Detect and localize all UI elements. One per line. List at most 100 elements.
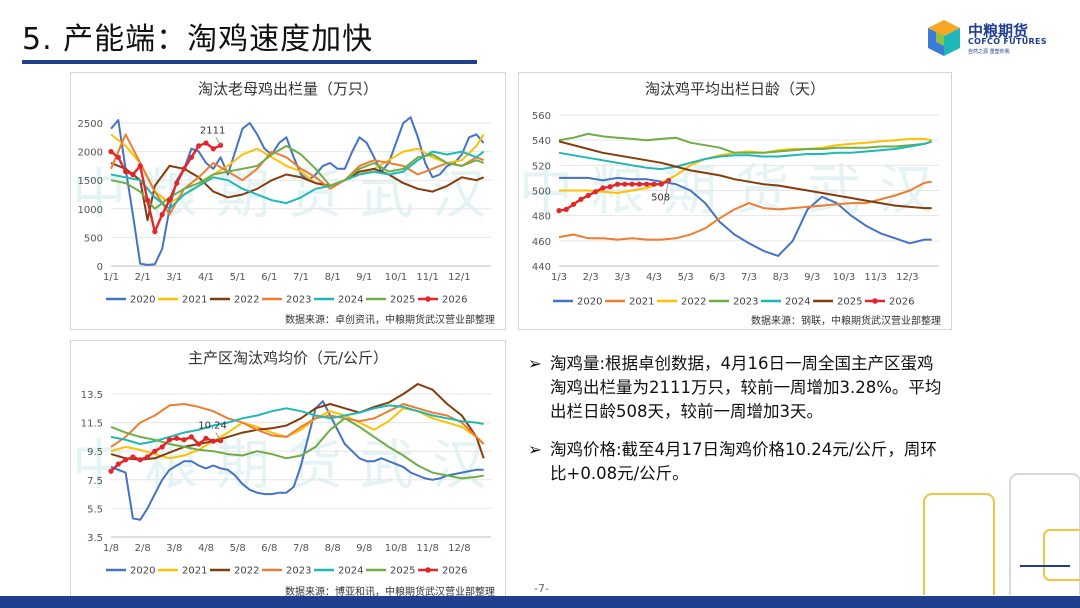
series-point-2026 [571,201,577,207]
series-point-2026 [556,208,562,214]
y-tick-label: 5.5 [87,504,103,515]
y-tick-label: 1500 [78,176,103,187]
culling-age-chart: 淘汰鸡平均出栏日龄（天）中粮期货武汉4404604805005205405601… [519,80,941,327]
series-point-2026 [123,169,129,175]
series-line-2023 [110,133,485,216]
legend-marker [425,567,431,573]
annotation-leader [663,180,670,205]
y-tick-label: 520 [532,161,551,172]
series-point-2026 [137,163,143,169]
series-point-2026 [203,140,209,146]
bullet-price: ➢ 淘鸡价格:截至4月17日淘鸡价格10.24元/公斤，周环比+0.08元/公斤… [528,438,948,486]
legend-label: 2021 [182,566,207,577]
series-point-2026 [629,181,635,187]
arrow-bullet-icon: ➢ [528,354,542,373]
series-point-2026 [130,171,136,178]
series-line-2020 [559,176,932,257]
legend-label: 2020 [577,297,602,308]
legend-label: 2024 [338,295,363,306]
chart-panel-culled-price: 主产区淘汰鸡均价（元/公斤） 中粮期货武汉 3.5 5.5 7.5 9.5 11.5 13.5… [70,340,506,604]
bullet-text: 淘鸡价格:截至4月17日淘鸡价格10.24元/公斤，周环比+0.08元/公斤。 [550,440,937,483]
slide-title: 5. 产能端：淘鸡速度加快 [22,22,374,57]
y-tick-label: 500 [84,233,103,244]
legend-label: 2021 [182,295,207,306]
legend-marker [425,296,431,302]
series-point-2026 [600,185,606,191]
y-tick-label: 440 [532,262,551,273]
series-line-2026 [558,179,670,212]
series-line-2025 [110,417,484,480]
x-tick-label: 8/3 [773,272,789,283]
y-tick-label: 460 [532,237,551,248]
x-tick-label: 4/8 [198,543,214,554]
x-tick-label: 7/1 [293,272,309,283]
series-point-2026 [644,181,650,187]
x-tick-label: 1/3 [551,272,567,283]
series-point-2026 [174,180,180,186]
series-point-2026 [108,149,114,155]
legend-label: 2024 [338,566,363,577]
x-tick-label: 7/8 [293,543,309,554]
x-tick-label: 12/8 [448,543,470,554]
series-line-2024 [558,140,933,171]
culled-volume-chart: 淘汰老母鸡出栏量（万只） 中粮期货武汉 0 500 1000 1500 2000 2500 1/… [72,80,504,326]
chart-title: 淘汰老母鸡出栏量（万只） [198,80,378,98]
arrow-bullet-icon: ➢ [528,440,542,459]
y-tick-label: 1000 [78,205,103,216]
series-line-2021 [558,180,932,241]
legend-label: 2022 [234,566,259,577]
legend-label: 2025 [837,297,862,308]
culled-price-chart: 主产区淘汰鸡均价（元/公斤）中粮期货武汉3.55.57.59.511.513.5… [72,349,495,598]
y-tick-label: 7.5 [87,476,103,487]
annotation-leader [215,137,221,146]
x-tick-label: 6/1 [261,272,277,283]
series-point-2026 [152,448,158,454]
logo-slogan: 自然之源 重塑你我 [968,49,1010,55]
annotation-label: 508 [651,192,670,203]
legend-label: 2025 [390,295,415,306]
series-point-2026 [108,468,114,474]
series-point-2026 [159,211,165,218]
legend-label: 2021 [629,297,654,308]
series-point-2026 [144,454,151,460]
legend-label: 2020 [130,295,155,306]
bullet-text: 淘鸡量:根据卓创数据，4月16日一周全国主产区蛋鸡淘鸡出栏量为2111万只，较前… [550,354,942,421]
x-tick-label: 2/8 [135,543,151,554]
series-point-2026 [123,457,129,463]
x-tick-label: 4/1 [198,272,214,283]
legend-label: 2023 [286,566,311,577]
series-point-2026 [585,192,591,199]
x-tick-label: 9/8 [356,543,372,554]
x-tick-label: 2/1 [135,272,151,283]
series-point-2026 [152,229,158,235]
chart-source: 数据来源：钢联，中粮期货武汉营业部整理 [751,314,941,327]
chart-watermark: 中粮期货武汉 [72,163,504,226]
series-point-2026 [622,181,628,187]
footer-bar [0,596,1080,608]
series-point-2026 [166,437,173,443]
legend-label: 2022 [681,297,706,308]
y-tick-label: 9.5 [87,447,103,458]
x-tick-label: 8/1 [325,272,341,283]
series-point-2026 [166,197,173,203]
series-point-2026 [130,454,136,460]
x-tick-label: 3/1 [166,272,182,283]
x-tick-label: 11/1 [416,272,438,283]
series-line-2025 [558,140,932,210]
series-line-2020 [110,400,484,521]
x-tick-label: 3/3 [614,272,630,283]
y-tick-label: 540 [532,136,551,147]
x-tick-label: 10/8 [385,543,407,554]
page-number: -7- [534,582,549,595]
series-point-2026 [614,181,621,187]
series-point-2026 [181,437,187,443]
series-point-2026 [210,146,216,152]
x-tick-label: 3/8 [166,543,182,554]
legend-label: 2020 [130,566,155,577]
chart-panel-culled-volume: 淘汰老母鸡出栏量（万只） 中粮期货武汉 0 500 1000 1500 2000 2500 1/… [70,72,506,330]
x-tick-label: 12/1 [448,272,470,283]
series-point-2026 [578,196,584,202]
x-tick-label: 1/8 [103,543,119,554]
series-line-2026 [110,435,221,473]
x-tick-label: 10/3 [833,272,855,283]
